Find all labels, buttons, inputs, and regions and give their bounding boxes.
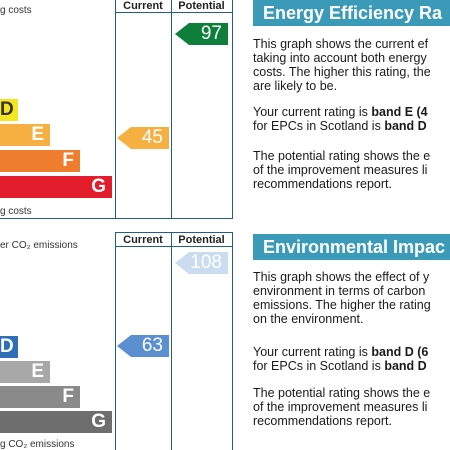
current-column-header: Current [123,234,163,246]
text-line: This graph shows the effect of y [253,270,430,284]
band-e: E [0,361,50,383]
divider [115,246,233,247]
divider [115,232,116,450]
env-description: This graph shows the effect of y environ… [253,270,450,326]
band-e: E [0,124,50,146]
band-d: D [0,336,18,358]
band-letter: G [91,176,106,197]
potential-rating-arrow: 108 [175,252,228,274]
env-current-rating-text: Your current rating is band D (6 for EPC… [253,345,450,373]
divider [115,12,233,13]
band-g: G [0,176,112,198]
potential-rating-arrow: 97 [175,23,228,45]
energy-caption-bottom: g costs [0,206,32,217]
band-letter: D [0,336,14,357]
potential-column-header: Potential [178,234,225,246]
environmental-impact-title: Environmental Impac [253,234,450,260]
band-letter: G [91,411,106,432]
energy-caption-top: g costs [0,5,32,16]
text-line: The potential rating shows the e [253,149,431,163]
current-rating-value: 45 [141,127,163,148]
divider [232,232,233,450]
text-line: environment in terms of carbon [253,284,426,298]
band-letter: E [31,124,44,145]
current-column-header: Current [123,0,163,12]
divider [115,0,116,218]
env-caption-top: er CO₂ emissions [0,240,78,251]
divider [0,218,233,219]
text-line: costs. The higher this rating, the [253,65,431,79]
env-caption-bottom: g CO₂ emissions [0,439,75,450]
energy-current-rating-text: Your current rating is band E (4 for EPC… [253,105,450,133]
band-d: D [0,99,18,121]
band-letter: F [62,386,74,407]
text-line: recommendations report. [253,177,392,191]
rating-band-text: band D (6 [371,345,429,359]
energy-efficiency-title: Energy Efficiency Ra [253,0,450,26]
average-band-text: band D [384,359,427,373]
average-band-text: band D [384,119,427,133]
band-letter: E [31,361,44,382]
text-line: Your current rating is [253,345,372,359]
current-rating-value: 63 [141,335,163,356]
env-potential-text: The potential rating shows the e of the … [253,386,450,428]
energy-description: This graph shows the current ef taking i… [253,37,450,93]
rating-band-text: band E (4 [371,105,428,119]
band-g: G [0,411,112,433]
energy-potential-text: The potential rating shows the e of the … [253,149,450,191]
text-line: This graph shows the current ef [253,37,429,51]
divider [115,232,233,233]
text-line: Your current rating is [253,105,372,119]
band-letter: D [0,99,14,120]
text-line: recommendations report. [253,414,392,428]
current-rating-arrow: 63 [117,335,169,357]
text-line: for EPCs in Scotland is [253,359,385,373]
text-line: emissions. The higher the rating [253,298,431,312]
potential-rating-value: 108 [190,252,222,273]
text-line: The potential rating shows the e [253,386,431,400]
text-line: of the improvement measures li [253,400,428,414]
text-line: are likely to be. [253,79,338,93]
divider [171,232,172,450]
current-rating-arrow: 45 [117,127,169,149]
band-letter: F [62,150,74,171]
divider [171,0,172,218]
potential-rating-value: 97 [200,23,222,44]
divider [232,0,233,218]
band-f: F [0,150,80,172]
text-line: of the improvement measures li [253,163,428,177]
text-line: for EPCs in Scotland is [253,119,385,133]
text-line: taking into account both energy [253,51,427,65]
potential-column-header: Potential [178,0,225,12]
text-line: on the environment. [253,312,364,326]
band-f: F [0,386,80,408]
